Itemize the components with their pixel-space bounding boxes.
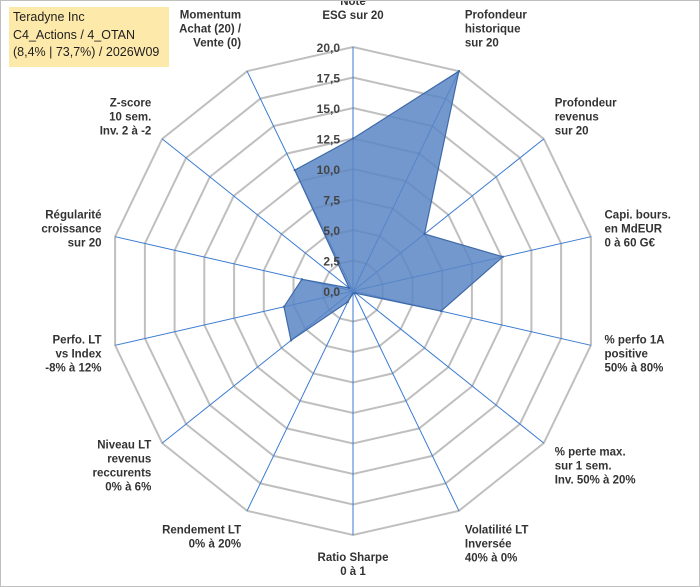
spoke-6	[352, 290, 460, 512]
axis-label-13: Momentum Achat (20) / Vente (0)	[179, 10, 242, 50]
axis-label-6: Volatilité LT Inversée 40% à 0%	[465, 524, 528, 564]
radar-ticks: 0,0 2,5 5,0 7,5 10,0 12,5 15,0 17,5 20,0	[317, 41, 341, 299]
tick-label-5: 12,5	[317, 133, 341, 147]
data-point-8	[346, 300, 349, 304]
data-point-9	[289, 339, 293, 342]
tick-label-2: 5,0	[323, 224, 340, 238]
tick-label-4: 10,0	[317, 163, 341, 177]
data-point-5	[354, 292, 358, 295]
axis-label-3: Capi. bours. en MdEUR 0 à 60 G€	[605, 210, 671, 250]
tick-label-3: 7,5	[323, 194, 340, 208]
radar-series	[282, 69, 505, 342]
axis-label-0: Note ESG sur 20	[322, 1, 383, 22]
info-box: Teradyne Inc C4_Actions / 4_OTAN (8,4% |…	[9, 7, 169, 67]
data-point-0	[351, 137, 355, 140]
axis-label-2: Profondeur revenus sur 20	[555, 97, 617, 137]
info-category: C4_Actions / 4_OTAN	[13, 27, 136, 42]
data-point-2	[423, 232, 426, 236]
axis-label-8: Rendement LT 0% à 20%	[162, 524, 241, 550]
axis-label-10: Perfo. LT vs Index -8% à 12%	[45, 334, 102, 374]
info-company: Teradyne Inc	[13, 10, 85, 24]
spoke-12	[161, 138, 354, 292]
axis-label-1: Profondeur historique sur 20	[465, 10, 527, 50]
data-point-1	[457, 70, 461, 73]
tick-label-7: 17,5	[317, 72, 341, 86]
info-stats: (8,4% | 73,7%) / 2026W09	[13, 45, 160, 59]
tick-label-6: 15,0	[317, 102, 341, 116]
tick-label-0: 0,0	[323, 285, 340, 299]
spoke-5	[352, 290, 545, 444]
axis-label-5: % perte max. sur 1 sem. Inv. 50% à 20%	[555, 447, 636, 487]
data-point-4	[439, 309, 443, 313]
axis-label-4: % perfo 1A positive 50% à 80%	[605, 334, 665, 374]
axis-label-7: Ratio Sharpe 0 à 1	[318, 552, 389, 578]
data-point-10	[282, 305, 286, 308]
data-point-12	[348, 286, 351, 290]
axis-label-9: Niveau LT revenus reccurents 0% à 6%	[92, 440, 151, 494]
data-point-3	[501, 255, 505, 258]
tick-label-8: 20,0	[317, 41, 341, 55]
axis-label-11: Régularité croissance sur 20	[41, 210, 101, 250]
axis-label-12: Z-score 10 sem. Inv. 2 à -2	[100, 97, 152, 137]
spoke-8	[246, 290, 354, 512]
data-point-11	[300, 278, 304, 281]
data-point-13	[293, 168, 296, 172]
data-point-7	[351, 292, 355, 295]
radar-axis-labels: Note ESG sur 20 Profondeur historique sur 20…	[41, 1, 671, 578]
tick-label-1: 2,5	[323, 255, 340, 269]
